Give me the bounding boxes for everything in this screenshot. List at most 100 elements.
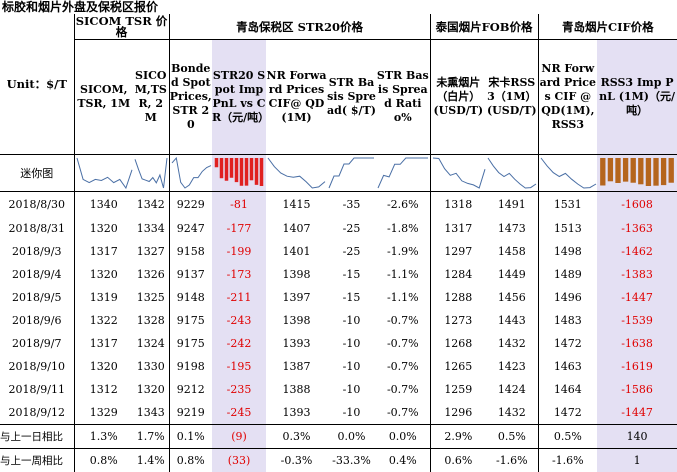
group-qingdao-cif: 青岛烟片CIF价格	[538, 14, 677, 40]
value-cell: 1317	[430, 217, 486, 240]
date-cell: 2018/9/10	[0, 355, 74, 378]
sparkline-bar	[653, 158, 658, 186]
value-cell: -81	[212, 192, 266, 218]
sparkline	[266, 156, 327, 190]
value-cell: -2.6%	[376, 192, 430, 218]
value-cell: 1334	[133, 217, 169, 240]
col-songkhla-rss3: 宋卡RSS3（1M）(USD/T)	[486, 40, 538, 155]
sparkline-bar	[240, 158, 244, 186]
value-cell: 9175	[169, 309, 212, 332]
price-table: Unit：$/T SICOM TSR 价格 青岛保税区 STR20价格 泰国烟片…	[0, 14, 677, 472]
sparkline	[597, 156, 677, 190]
value-cell: -1539	[597, 309, 677, 332]
value-cell: -1.1%	[376, 263, 430, 286]
col-str-basis-ratio: STR Basis Spread Ratio%	[376, 40, 430, 155]
value-cell: 1324	[133, 332, 169, 355]
sparkline-line	[77, 158, 132, 188]
value-cell: 1320	[74, 217, 133, 240]
value-cell: 1319	[74, 286, 133, 309]
value-cell: 1472	[538, 401, 597, 425]
value-cell: 0.4%	[376, 449, 430, 472]
sparkline-cell	[376, 155, 430, 192]
sparkline-line	[135, 158, 167, 188]
sparkline	[75, 156, 134, 190]
value-cell: -199	[212, 240, 266, 263]
value-cell: 0.5%	[486, 425, 538, 449]
value-cell: -0.7%	[376, 378, 430, 401]
value-cell: 1327	[133, 240, 169, 263]
value-cell: 1398	[266, 263, 327, 286]
sparkline	[539, 156, 598, 190]
group-header-row: Unit：$/T SICOM TSR 价格 青岛保税区 STR20价格 泰国烟片…	[0, 14, 677, 40]
col-str-basis: STR Basis Spread( $/T)	[327, 40, 376, 155]
value-cell: 0.6%	[430, 449, 486, 472]
value-cell: 1387	[266, 355, 327, 378]
value-cell: 1312	[74, 378, 133, 401]
value-cell: 1	[597, 449, 677, 472]
value-cell: 1424	[486, 378, 538, 401]
sparkline-line	[172, 158, 211, 188]
value-cell: 1464	[538, 378, 597, 401]
value-cell: 1265	[430, 355, 486, 378]
date-cell: 2018/8/30	[0, 192, 74, 218]
sparkline-cell	[212, 155, 266, 192]
value-cell: 9158	[169, 240, 212, 263]
value-cell: -0.7%	[376, 332, 430, 355]
value-cell: 1473	[486, 217, 538, 240]
group-thai-fob: 泰国烟片FOB价格	[430, 14, 538, 40]
sparkline-cell	[538, 155, 597, 192]
value-cell: 1498	[538, 240, 597, 263]
value-cell: 9137	[169, 263, 212, 286]
date-cell: 2018/9/3	[0, 240, 74, 263]
value-cell: -0.7%	[376, 309, 430, 332]
value-cell: 1398	[266, 309, 327, 332]
value-cell: -1638	[597, 332, 677, 355]
sparkline	[170, 156, 213, 190]
value-cell: 1496	[538, 286, 597, 309]
value-cell: 1288	[430, 286, 486, 309]
value-cell: -33.3%	[327, 449, 376, 472]
value-cell: 1.7%	[133, 425, 169, 449]
column-header-row: SICOM, TSR, 1M SICOM,TSR, 2M Bonded Spot…	[0, 40, 677, 155]
value-cell: 1483	[538, 309, 597, 332]
value-cell: 0.3%	[266, 425, 327, 449]
value-cell: 1513	[538, 217, 597, 240]
summary-label: 与上一周相比	[0, 449, 74, 472]
value-cell: (33)	[212, 449, 266, 472]
sparkline-cell	[169, 155, 212, 192]
value-cell: 1330	[133, 355, 169, 378]
value-cell: 1322	[74, 309, 133, 332]
value-cell: 9229	[169, 192, 212, 218]
sparkline-bar	[260, 158, 264, 186]
value-cell: -177	[212, 217, 266, 240]
sparkline-cell	[430, 155, 486, 192]
value-cell: -1383	[597, 263, 677, 286]
value-cell: -35	[327, 192, 376, 218]
value-cell: 1.4%	[133, 449, 169, 472]
value-cell: 1325	[133, 286, 169, 309]
sparkline	[431, 156, 487, 190]
summary-label: 与上一日相比	[0, 425, 74, 449]
value-cell: 1423	[486, 355, 538, 378]
value-cell: 9247	[169, 217, 212, 240]
sparkline-line	[268, 158, 325, 188]
value-cell: 1401	[266, 240, 327, 263]
value-cell: 1463	[538, 355, 597, 378]
sparkline	[376, 156, 430, 190]
value-cell: -25	[327, 240, 376, 263]
value-cell: -242	[212, 332, 266, 355]
value-cell: 1317	[74, 332, 133, 355]
value-cell: -243	[212, 309, 266, 332]
col-sicom-1m: SICOM, TSR, 1M	[74, 40, 133, 155]
value-cell: 1432	[486, 332, 538, 355]
value-cell: 140	[597, 425, 677, 449]
value-cell: -15	[327, 263, 376, 286]
value-cell: 1329	[74, 401, 133, 425]
col-unsmoked-sheet: 未熏烟片（白片）(USD/T)	[430, 40, 486, 155]
